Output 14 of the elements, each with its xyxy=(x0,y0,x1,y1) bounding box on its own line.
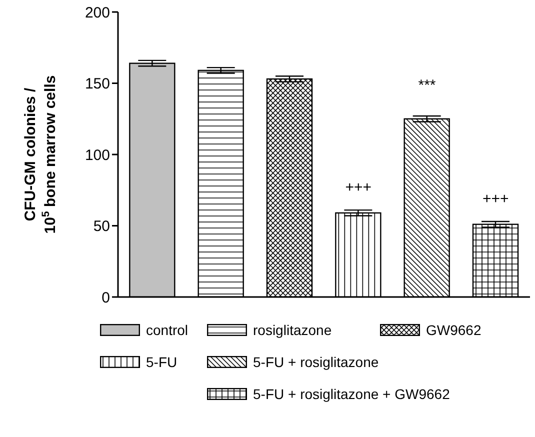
legend-label: control xyxy=(146,322,188,338)
legend-label: 5-FU + rosiglitazone xyxy=(253,354,379,370)
annotation: +++ xyxy=(345,179,372,196)
legend-label: GW9662 xyxy=(426,322,482,338)
y-tick-label: 0 xyxy=(102,289,110,306)
annotation: *** xyxy=(418,77,436,94)
legend-label: 5-FU xyxy=(146,354,178,370)
legend-label: rosiglitazone xyxy=(253,322,332,338)
y-tick-label: 200 xyxy=(84,4,110,22)
annotation: +++ xyxy=(482,190,510,208)
y-tick-label: 150 xyxy=(84,76,110,93)
legend-label: 5-FU + rosiglitazone + GW9662 xyxy=(253,386,450,402)
y-tick-label: 100 xyxy=(84,146,110,164)
y-tick-label: 50 xyxy=(93,218,110,236)
